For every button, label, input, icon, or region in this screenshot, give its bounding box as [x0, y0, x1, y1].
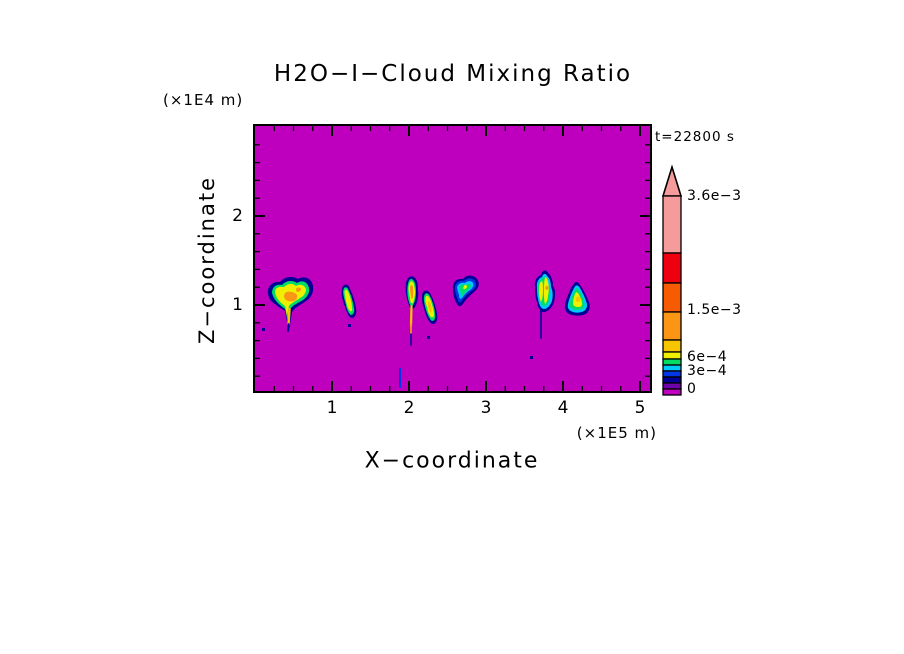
- cloud-1-orange-contour: [284, 291, 298, 302]
- z-axis-unit-label: (×1E4 m): [163, 91, 244, 109]
- colorbar-segment-magenta: [662, 388, 682, 396]
- cloud-speck: [530, 356, 533, 359]
- colorbar-segment-blue: [662, 370, 682, 378]
- time-label: t=22800 s: [655, 129, 735, 145]
- cloud-speck: [399, 368, 401, 388]
- cloud-1-orange-contour: [296, 287, 301, 292]
- z-tick-label-2: 2: [232, 206, 243, 226]
- x-axis-title: X−coordinate: [364, 448, 540, 474]
- z-axis-title: Z−coordinate: [195, 176, 219, 344]
- x-axis-unit-label: (×1E5 m): [576, 424, 657, 442]
- cloud-3-tail: [409, 304, 413, 328]
- cloud-7-gold-contour: [575, 296, 581, 302]
- colorbar: [661, 165, 683, 396]
- colorbar-segment-red: [662, 252, 682, 284]
- colorbar-segment-dorange: [662, 282, 682, 313]
- colorbar-segment-orange: [662, 311, 682, 341]
- colorbar-segment-yellow: [662, 351, 682, 360]
- colorbar-label-3.6e−3: 3.6e−3: [687, 188, 742, 204]
- colorbar-label-3e−4: 3e−4: [687, 363, 728, 379]
- x-tick-label-5: 5: [634, 398, 646, 418]
- colorbar-label-1.5e−3: 1.5e−3: [687, 302, 742, 318]
- cloud-6-orange-contour: [545, 285, 549, 290]
- cloud-6-yellow-contour: [544, 277, 549, 304]
- cloud-5-green-contour: [460, 283, 471, 296]
- colorbar-label-6e−4: 6e−4: [687, 349, 728, 365]
- plot-area: [253, 124, 652, 393]
- cloud-speck: [348, 324, 351, 327]
- z-tick-label-1: 1: [232, 295, 243, 315]
- chart-title: H2O−I−Cloud Mixing Ratio: [273, 61, 633, 87]
- x-tick-label-2: 2: [403, 398, 415, 418]
- colorbar-segment-navy: [662, 376, 682, 384]
- cloud-4-gold-contour: [428, 301, 432, 313]
- cloud-speck: [262, 328, 265, 331]
- cloud-5-yellow-contour: [463, 284, 467, 290]
- colorbar-label-0: 0: [687, 381, 697, 397]
- colorbar-segment-purple: [662, 382, 682, 390]
- colorbar-segment-pink: [662, 195, 682, 254]
- field-background: [255, 126, 650, 391]
- x-tick-label-1: 1: [326, 398, 338, 418]
- colorbar-segment-cyan: [662, 364, 682, 372]
- x-tick-label-3: 3: [480, 398, 492, 418]
- cloud-2-yellow-contour: [344, 289, 353, 312]
- x-tick-label-4: 4: [557, 398, 569, 418]
- cloud-6-yellow-contour: [539, 281, 543, 302]
- cloud-1-tail: [287, 323, 290, 332]
- colorbar-segment-green: [662, 358, 682, 366]
- contour-plot: [255, 126, 650, 391]
- cloud-3-orange-contour: [410, 285, 413, 299]
- colorbar-arrow: [661, 165, 683, 197]
- colorbar-segment-gold: [662, 339, 682, 353]
- cloud-1-tail: [287, 307, 291, 326]
- cloud-speck: [427, 336, 430, 339]
